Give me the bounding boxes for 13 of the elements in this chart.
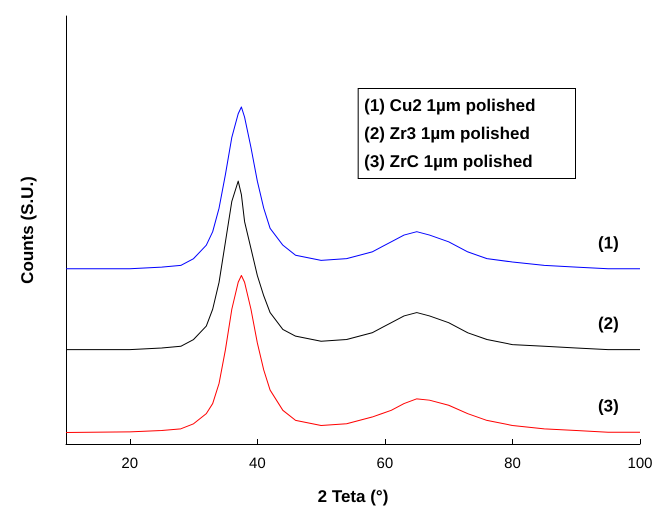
x-tick-label: 40 — [248, 455, 266, 472]
x-axis-title: 2 Teta (°) — [318, 487, 388, 506]
x-tick-label: 60 — [376, 455, 394, 472]
annotation: (2) Zr3 1µm polished — [364, 124, 530, 143]
y-axis-title: Counts (S.U.) — [18, 176, 37, 284]
x-tick-label: 80 — [504, 455, 521, 472]
series-label: (3) — [598, 396, 619, 416]
annotation: (1) Cu2 1µm polished — [364, 96, 536, 115]
series-label: (1) — [598, 233, 619, 252]
x-tick-label: 100 — [627, 455, 653, 472]
x-tick-label: 20 — [121, 455, 138, 472]
annotation: (3) ZrC 1µm polished — [364, 152, 533, 171]
series-label: (2) — [598, 314, 619, 334]
